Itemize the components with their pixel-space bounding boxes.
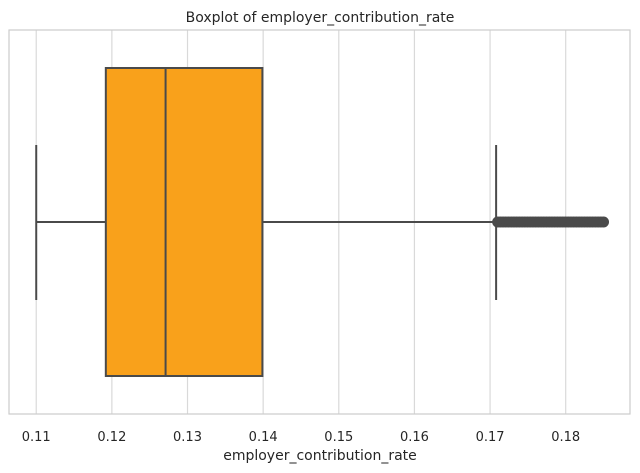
x-tick-label-6: 0.17 xyxy=(476,430,505,445)
iqr-box xyxy=(104,67,264,377)
x-tick-label-3: 0.14 xyxy=(249,430,278,445)
x-tick-label-5: 0.16 xyxy=(400,430,429,445)
x-axis-label: employer_contribution_rate xyxy=(223,448,417,464)
chart-title: Boxplot of employer_contribution_rate xyxy=(186,10,455,26)
x-tick-label-4: 0.15 xyxy=(324,430,353,445)
x-tick-label-0: 0.11 xyxy=(22,430,51,445)
x-tick-label-2: 0.13 xyxy=(173,430,202,445)
x-tick-labels: 0.11 0.12 0.13 0.14 0.15 0.16 0.17 0.18 xyxy=(22,430,580,445)
box-plot xyxy=(35,67,610,377)
outliers xyxy=(492,216,610,228)
plot-frame xyxy=(8,29,631,415)
outlier-point-39 xyxy=(598,216,610,228)
x-tick-label-1: 0.12 xyxy=(97,430,126,445)
x-tick-label-7: 0.18 xyxy=(551,430,580,445)
